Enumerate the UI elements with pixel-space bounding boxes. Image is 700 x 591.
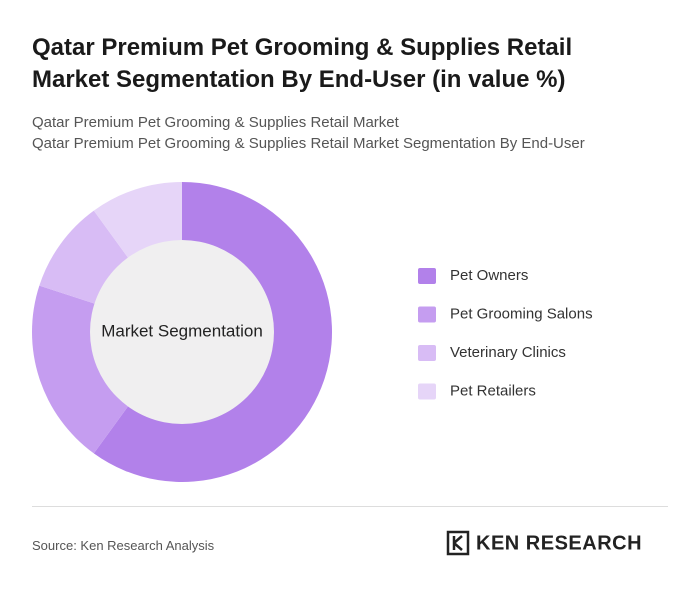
source: Source: Ken Research Analysis: [32, 538, 215, 553]
legend-swatch: [418, 383, 436, 400]
legend-label: Pet Grooming Salons: [450, 305, 593, 322]
subtitle: Qatar Premium Pet Grooming & Supplies Re…: [32, 114, 399, 131]
legend-swatch: [418, 268, 436, 284]
legend-swatch: [418, 306, 436, 323]
donut-hole: [90, 240, 274, 424]
legend-swatch: [418, 345, 436, 361]
chart-title: Qatar Premium Pet Grooming & Supplies Re…: [32, 34, 573, 93]
center-label: Market Segmentation: [101, 321, 263, 340]
legend-label: Pet Retailers: [450, 382, 536, 399]
legend-label: Pet Owners: [450, 267, 528, 284]
logo-text: KEN RESEARCH: [476, 532, 642, 554]
logo-icon: [452, 535, 463, 551]
chart: Market Segmentation Pet Owners Pet Groomin…: [32, 182, 593, 482]
logo-icon: [446, 530, 470, 556]
legend-label: Veterinary Clinics: [450, 344, 566, 361]
logo: KEN RESEARCH: [446, 530, 642, 556]
subtitle: Qatar Premium Pet Grooming & Supplies Re…: [32, 135, 585, 152]
divider: [32, 506, 668, 507]
